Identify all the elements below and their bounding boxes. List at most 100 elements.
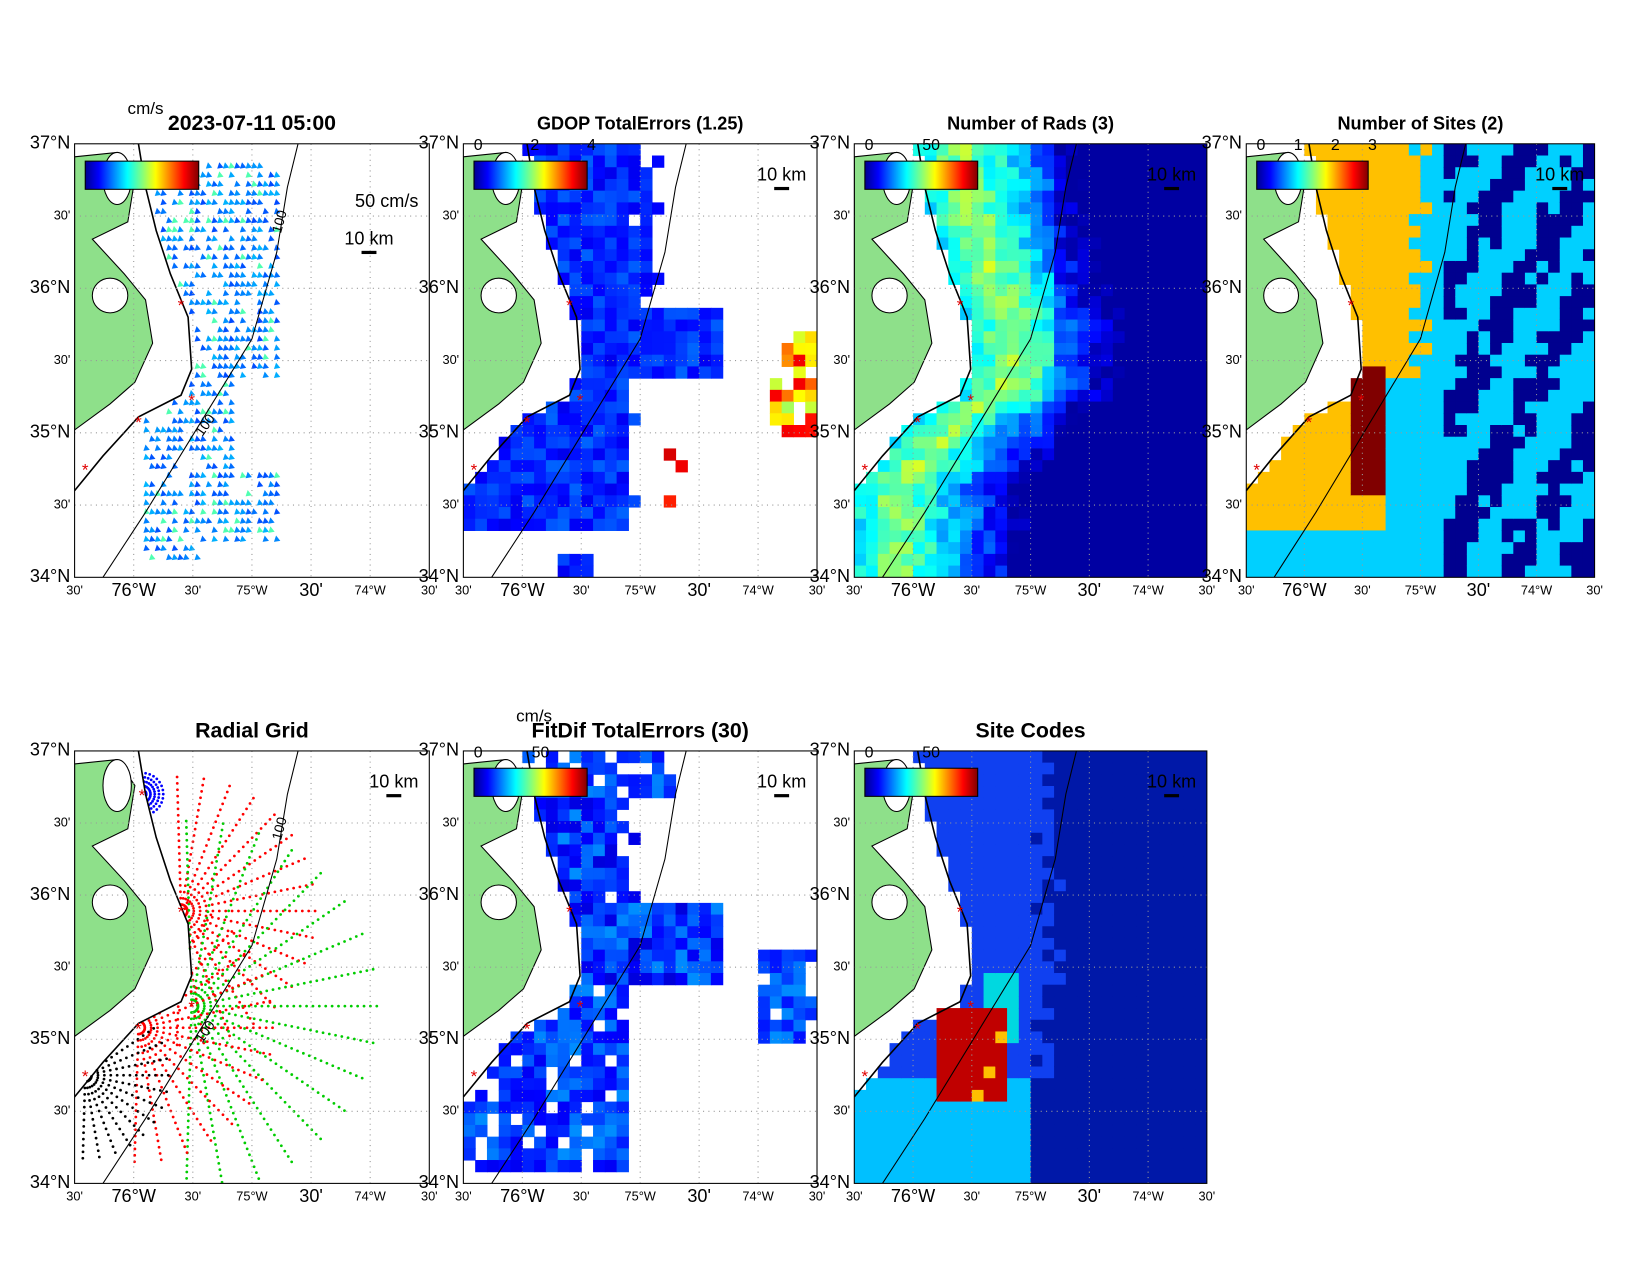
radial-grid-point	[278, 967, 281, 970]
radial-grid-point	[197, 902, 200, 905]
data-cell	[1125, 144, 1137, 156]
data-cell	[581, 915, 593, 927]
data-cell	[1444, 390, 1456, 402]
data-cell	[1078, 448, 1090, 460]
data-cell	[652, 915, 664, 927]
radial-grid-point	[87, 1093, 90, 1096]
data-cell	[1583, 495, 1595, 507]
data-cell	[1031, 554, 1043, 566]
radial-grid-point	[322, 1031, 325, 1034]
radial-grid-point	[231, 987, 234, 990]
data-cell	[1054, 448, 1066, 460]
data-cell	[1525, 249, 1537, 261]
data-cell	[499, 1090, 511, 1102]
radial-grid-point	[253, 1048, 256, 1051]
data-cell	[1113, 530, 1125, 542]
data-cell	[1042, 156, 1054, 168]
data-cell	[475, 1160, 487, 1172]
data-cell	[581, 238, 593, 250]
radial-grid-point	[355, 935, 358, 938]
sound	[103, 760, 131, 812]
radial-grid-point	[232, 874, 235, 877]
data-cell	[1066, 390, 1078, 402]
radial-grid-point	[231, 829, 234, 832]
data-cell	[1397, 249, 1409, 261]
data-cell	[793, 950, 805, 962]
radial-grid-point	[256, 1050, 259, 1053]
data-cell	[699, 938, 711, 950]
data-cell	[984, 763, 996, 775]
data-cell	[995, 809, 1007, 821]
data-cell	[1432, 460, 1444, 472]
data-cell	[463, 507, 475, 519]
data-cell	[1007, 833, 1019, 845]
data-cell	[995, 938, 1007, 950]
data-cell	[984, 996, 996, 1008]
data-cell	[605, 1137, 617, 1149]
y-tick-label: 34°N	[1202, 566, 1242, 586]
x-tick-label: 30'	[963, 583, 980, 598]
data-cell	[1136, 460, 1148, 472]
data-cell	[1019, 1113, 1031, 1125]
data-cell	[1054, 296, 1066, 308]
data-cell	[581, 484, 593, 496]
data-cell	[972, 973, 984, 985]
data-cell	[1537, 320, 1549, 332]
radial-grid-point	[278, 1022, 281, 1025]
radial-grid-point	[150, 778, 153, 781]
data-cell	[1525, 343, 1537, 355]
radial-grid-point	[83, 1099, 86, 1102]
data-cell	[805, 996, 817, 1008]
radial-grid-point	[195, 980, 198, 983]
data-cell	[593, 343, 605, 355]
data-cell	[1502, 484, 1514, 496]
radial-grid-point	[264, 967, 267, 970]
data-cell	[1089, 320, 1101, 332]
radial-grid-point	[226, 1041, 229, 1044]
data-cell	[569, 868, 581, 880]
data-cell	[1281, 448, 1293, 460]
radial-grid-point	[315, 1133, 318, 1136]
data-cell	[499, 507, 511, 519]
data-cell	[522, 472, 534, 484]
data-cell	[1031, 390, 1043, 402]
radial-grid-point	[296, 960, 299, 963]
radial-grid-point	[317, 918, 320, 921]
data-cell	[1455, 519, 1467, 531]
data-cell	[1397, 390, 1409, 402]
radial-grid-point	[295, 910, 298, 913]
data-cell	[1269, 484, 1281, 496]
data-cell	[605, 484, 617, 496]
data-cell	[1160, 366, 1172, 378]
data-cell	[1089, 484, 1101, 496]
data-cell	[581, 226, 593, 238]
data-cell	[1007, 1020, 1019, 1032]
radial-grid-point	[211, 1077, 214, 1080]
radial-grid-point	[196, 1118, 199, 1121]
data-cell	[995, 1102, 1007, 1114]
site-marker: *	[914, 413, 921, 432]
data-cell	[1042, 437, 1054, 449]
radial-grid-point	[156, 1026, 159, 1029]
data-cell	[1066, 472, 1078, 484]
data-cell	[1478, 413, 1490, 425]
radial-grid-point	[206, 937, 209, 940]
data-cell	[593, 844, 605, 856]
data-cell	[1160, 284, 1172, 296]
data-cell	[1339, 425, 1351, 437]
data-cell	[1316, 448, 1328, 460]
radial-grid-point	[309, 981, 312, 984]
radial-grid-point	[322, 1095, 325, 1098]
radial-grid-point	[359, 1039, 362, 1042]
data-cell	[1136, 343, 1148, 355]
data-cell	[581, 868, 593, 880]
data-cell	[1432, 238, 1444, 250]
data-cell	[1478, 472, 1490, 484]
data-cell	[913, 1137, 925, 1149]
data-cell	[1101, 366, 1113, 378]
data-cell	[534, 1020, 546, 1032]
radial-grid-point	[215, 1149, 218, 1152]
data-cell	[925, 1137, 937, 1149]
radial-grid-point	[187, 1126, 190, 1129]
data-cell	[1374, 530, 1386, 542]
